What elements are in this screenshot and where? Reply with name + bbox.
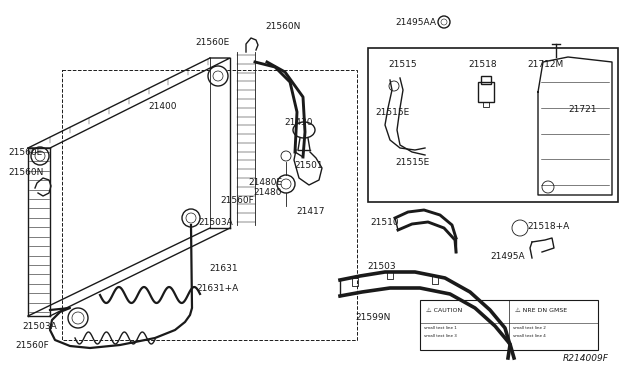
Text: 21560E: 21560E (195, 38, 229, 47)
Text: 21518+A: 21518+A (527, 222, 569, 231)
Circle shape (31, 147, 49, 165)
Circle shape (277, 175, 295, 193)
Text: 21400: 21400 (148, 102, 177, 111)
Circle shape (389, 81, 399, 91)
Text: 21560F: 21560F (220, 196, 253, 205)
Text: 21503A: 21503A (22, 322, 57, 331)
Text: 21503A: 21503A (198, 218, 233, 227)
Circle shape (186, 213, 196, 223)
Bar (481, 76, 491, 84)
Text: 21518: 21518 (468, 60, 497, 69)
Circle shape (208, 66, 228, 86)
Text: 21495AA: 21495AA (395, 18, 436, 27)
Text: 21515E: 21515E (375, 108, 409, 117)
Text: small text line 4: small text line 4 (513, 334, 546, 338)
Text: small text line 2: small text line 2 (513, 326, 546, 330)
Bar (62, 70, 357, 340)
Text: 21417: 21417 (296, 207, 324, 216)
Text: small text line 3: small text line 3 (424, 334, 457, 338)
Circle shape (441, 19, 447, 25)
Text: R214009F: R214009F (563, 354, 609, 363)
Text: small text line 1: small text line 1 (424, 326, 457, 330)
Bar (483, 102, 489, 107)
Text: 21560F: 21560F (15, 341, 49, 350)
Text: 21560N: 21560N (265, 22, 300, 31)
Text: 21560N: 21560N (8, 168, 44, 177)
Text: 21515E: 21515E (395, 158, 429, 167)
Circle shape (182, 209, 200, 227)
Bar (368, 48, 618, 202)
Text: 21599N: 21599N (355, 313, 390, 322)
Circle shape (35, 151, 45, 161)
Text: 21510: 21510 (370, 218, 399, 227)
Circle shape (281, 151, 291, 161)
Text: 21721: 21721 (568, 105, 596, 114)
Text: ⚠ NRE DN GMSE: ⚠ NRE DN GMSE (515, 308, 567, 313)
Text: 21631+A: 21631+A (196, 284, 238, 293)
Text: 21495A: 21495A (490, 252, 525, 261)
Circle shape (438, 16, 450, 28)
Bar (420, 300, 598, 350)
Circle shape (72, 312, 84, 324)
Circle shape (213, 71, 223, 81)
Circle shape (281, 179, 291, 189)
Circle shape (512, 220, 528, 236)
Text: 21501: 21501 (294, 161, 323, 170)
Ellipse shape (293, 122, 315, 138)
Text: ⚠ CAUTION: ⚠ CAUTION (426, 308, 462, 313)
Text: 21480E: 21480E (248, 178, 282, 187)
Text: 21480: 21480 (253, 188, 282, 197)
Text: 21515: 21515 (388, 60, 417, 69)
Text: 21631: 21631 (209, 264, 237, 273)
Text: 21430: 21430 (284, 118, 312, 127)
Text: 21712M: 21712M (527, 60, 563, 69)
Circle shape (68, 308, 88, 328)
Text: 21560E: 21560E (8, 148, 42, 157)
Text: 21503: 21503 (367, 262, 396, 271)
Circle shape (542, 181, 554, 193)
Bar (478, 82, 494, 102)
